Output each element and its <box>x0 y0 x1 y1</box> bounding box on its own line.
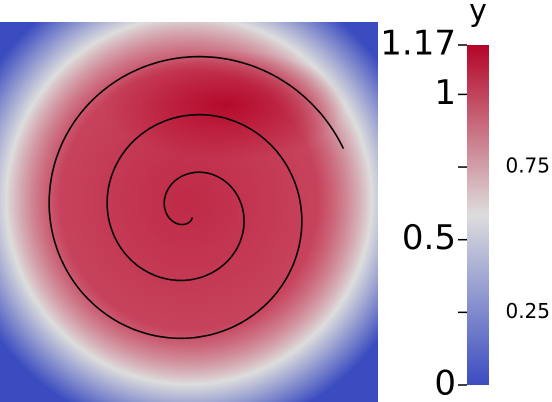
colorbar-tick-label: 0.75 <box>505 154 550 178</box>
colorbar-tick-label: 0 <box>434 364 456 402</box>
colorbar-tick-label: 1 <box>434 73 456 113</box>
colorbar <box>467 45 489 385</box>
colorbar-tick-label: 0.25 <box>505 299 550 323</box>
colorbar-tick-label: 0.5 <box>402 218 456 258</box>
colorbar-title: y <box>469 0 487 29</box>
streamline <box>48 55 345 340</box>
field-hotspot <box>105 50 345 160</box>
colorbar-tick-label: 1.17 <box>380 24 456 64</box>
